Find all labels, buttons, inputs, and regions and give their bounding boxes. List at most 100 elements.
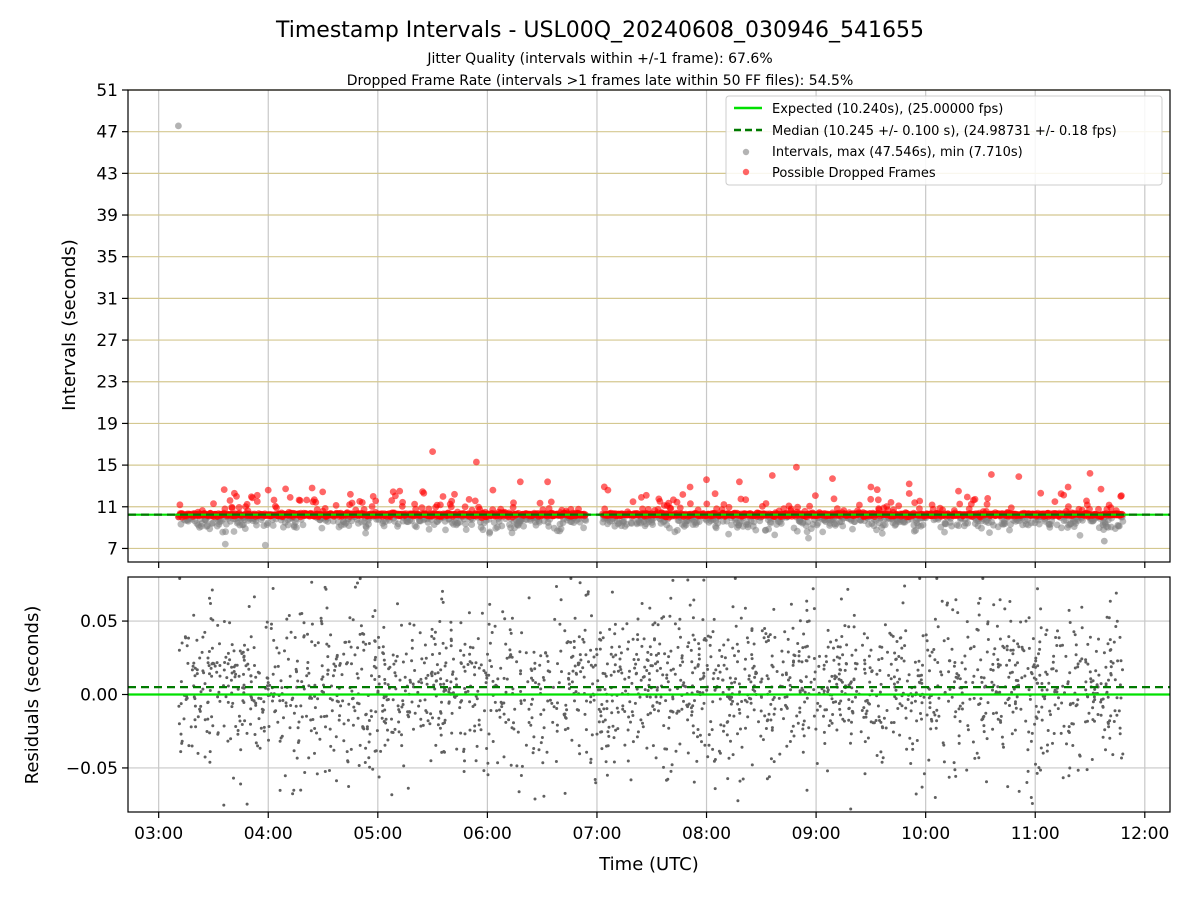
residual-point <box>863 740 867 744</box>
residual-point <box>475 697 479 701</box>
residual-point <box>433 672 437 676</box>
residual-point <box>642 637 646 641</box>
residual-point <box>245 731 249 735</box>
residual-point <box>421 723 425 727</box>
residual-point <box>667 716 671 719</box>
residual-point <box>401 703 405 706</box>
residual-point <box>896 707 900 710</box>
residual-point <box>613 622 617 626</box>
residual-point <box>326 655 330 659</box>
residual-point <box>677 709 681 713</box>
residual-point <box>313 751 316 755</box>
residual-point <box>1007 675 1011 679</box>
residual-point <box>426 673 430 677</box>
residual-point <box>1104 682 1108 686</box>
residual-point <box>957 741 961 745</box>
residual-point <box>373 678 377 681</box>
residual-point <box>1086 642 1090 646</box>
residual-point <box>328 769 331 772</box>
residual-point <box>601 636 605 640</box>
time-xtick-label: 10:00 <box>901 824 950 844</box>
residual-point <box>1039 768 1042 772</box>
residual-point <box>206 656 210 660</box>
residual-point <box>209 602 212 605</box>
residual-point <box>425 682 429 686</box>
residual-point <box>863 772 867 776</box>
residual-point <box>258 746 262 750</box>
residual-point <box>880 657 884 660</box>
residual-point <box>356 716 360 720</box>
residual-point <box>870 669 874 673</box>
residual-point <box>1017 645 1021 649</box>
interval-point <box>1119 518 1127 525</box>
residual-point <box>785 744 789 748</box>
residual-point <box>740 745 744 749</box>
residual-point <box>1017 789 1021 793</box>
residual-point <box>226 739 230 743</box>
residual-point <box>185 696 189 700</box>
residual-point <box>218 699 222 703</box>
residual-point <box>614 653 618 657</box>
residual-point <box>928 706 932 710</box>
residual-point <box>700 740 703 744</box>
residual-point <box>1113 678 1117 682</box>
interval-point <box>964 519 972 527</box>
residual-point <box>1044 633 1048 637</box>
residual-point <box>504 690 508 694</box>
residual-point <box>463 759 466 763</box>
residual-point <box>909 762 913 765</box>
residual-point <box>485 676 489 680</box>
residual-point <box>510 616 514 620</box>
residual-point <box>320 664 324 668</box>
residual-point <box>391 698 395 702</box>
residual-point <box>1117 709 1121 713</box>
residual-point <box>558 622 562 626</box>
residual-point <box>556 662 559 666</box>
residual-point <box>439 677 443 681</box>
residual-point <box>864 712 868 716</box>
residual-point <box>477 718 481 722</box>
residual-point <box>640 602 644 605</box>
residual-point <box>708 643 712 647</box>
residual-point <box>259 726 263 730</box>
residual-point <box>432 637 436 641</box>
residual-point <box>500 705 504 709</box>
residual-point <box>937 696 941 700</box>
residual-point <box>545 654 549 658</box>
interval-point <box>666 524 673 532</box>
residual-point <box>978 702 982 706</box>
residual-point <box>539 712 543 716</box>
residual-point <box>243 643 246 647</box>
intervals-ytick-label: 35 <box>96 248 118 268</box>
residual-point <box>690 713 694 717</box>
residual-point <box>370 715 373 718</box>
residual-point <box>195 672 199 676</box>
dropped-frame-point <box>368 503 376 510</box>
residual-point <box>901 601 905 605</box>
residual-point <box>1031 637 1035 641</box>
residual-point <box>440 750 444 754</box>
residual-point <box>224 655 228 659</box>
interval-point <box>365 520 372 528</box>
residual-point <box>195 668 199 672</box>
residual-point <box>1115 713 1119 717</box>
dropped-frame-point <box>1097 485 1105 493</box>
residual-point <box>534 681 537 685</box>
residual-point <box>773 635 777 639</box>
residual-point <box>832 646 835 650</box>
residual-point <box>850 700 854 704</box>
residual-point <box>487 732 491 736</box>
residual-point <box>815 708 819 712</box>
residual-point <box>252 646 256 650</box>
residual-point <box>826 645 830 649</box>
residual-point <box>491 679 495 683</box>
residual-point <box>1011 652 1015 656</box>
residual-point <box>215 670 219 674</box>
dropped-frame-point <box>983 500 991 508</box>
residual-point <box>716 677 720 680</box>
interval-point <box>1035 520 1043 528</box>
residual-point <box>900 656 904 660</box>
residual-point <box>732 714 736 718</box>
residual-point <box>459 649 462 653</box>
residual-point <box>577 708 580 712</box>
